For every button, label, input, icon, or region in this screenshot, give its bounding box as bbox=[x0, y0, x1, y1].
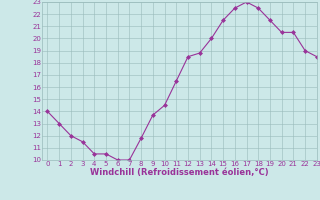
X-axis label: Windchill (Refroidissement éolien,°C): Windchill (Refroidissement éolien,°C) bbox=[90, 168, 268, 177]
